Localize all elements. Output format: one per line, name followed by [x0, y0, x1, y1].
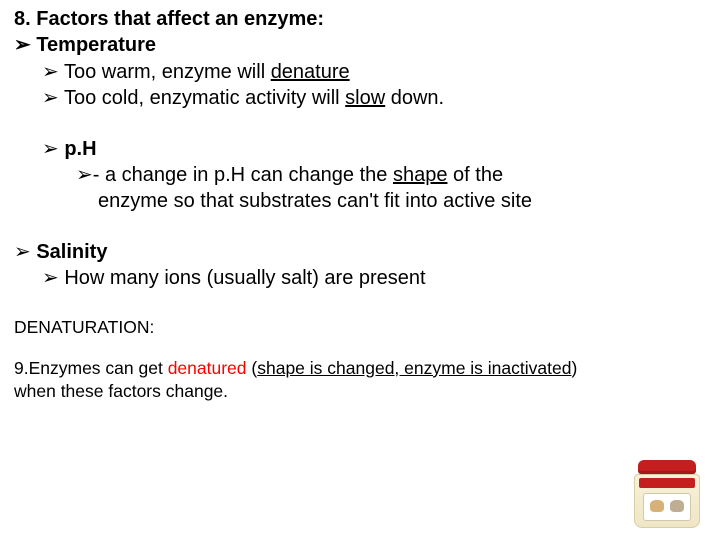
heading-factors: 8. Factors that affect an enzyme: — [14, 6, 706, 32]
spacer — [14, 292, 706, 316]
text-temp-cold-a: Too cold, enzymatic activity will — [64, 87, 345, 109]
text-denature-underlined: denature — [271, 61, 350, 83]
arrow-bullet-icon: ➢ — [42, 138, 59, 160]
text-nine-c: ) — [571, 358, 577, 378]
arrow-bullet-icon: ➢ — [42, 61, 59, 83]
arrow-bullet-icon: ➢ — [42, 87, 59, 109]
bullet-temp-warm: ➢ Too warm, enzyme will denature — [14, 59, 706, 85]
jar-label-strip — [639, 478, 695, 488]
text-temp-cold-b: down. — [385, 87, 444, 109]
jar-body-icon — [634, 474, 700, 528]
spacer — [14, 112, 706, 136]
bullet-temperature: ➢ Temperature — [14, 32, 706, 58]
text-nine-b: ( — [247, 358, 258, 378]
jar-lid-icon — [638, 460, 696, 474]
bullet-salinity-sub: ➢ How many ions (usually salt) are prese… — [14, 265, 706, 291]
arrow-bullet-icon: ➢ — [14, 34, 31, 56]
spacer — [14, 215, 706, 239]
text-nine-underlined: shape is changed, enzyme is inactivated — [257, 358, 571, 378]
point-nine-line2: when these factors change. — [14, 380, 706, 403]
text-ph-a: - a change in p.H can change the — [93, 164, 393, 186]
text-salinity-sub: How many ions (usually salt) are present — [64, 267, 425, 289]
text-shape-underlined: shape — [393, 164, 448, 186]
arrow-bullet-icon: ➢ — [14, 241, 31, 263]
jar-label-picture — [643, 493, 691, 521]
heading-denaturation: DENATURATION: — [14, 316, 706, 339]
label-temperature: Temperature — [36, 34, 156, 56]
label-salinity: Salinity — [36, 241, 107, 263]
spacer — [14, 339, 706, 357]
arrow-bullet-icon: ➢ — [42, 267, 59, 289]
enzyme-jar-image — [632, 460, 702, 530]
label-ph: p.H — [64, 138, 96, 160]
bullet-temp-cold: ➢ Too cold, enzymatic activity will slow… — [14, 85, 706, 111]
bullet-ph-sub: ➢- a change in p.H can change the shape … — [14, 162, 706, 188]
text-ph-b: of the — [447, 164, 503, 186]
bullet-ph: ➢ p.H — [14, 136, 706, 162]
text-ph-line2: enzyme so that substrates can't fit into… — [14, 188, 706, 214]
point-nine: 9.Enzymes can get denatured (shape is ch… — [14, 357, 706, 380]
text-temp-warm-a: Too warm, enzyme will — [64, 61, 271, 83]
arrow-bullet-icon: ➢ — [76, 164, 93, 186]
bullet-salinity: ➢ Salinity — [14, 239, 706, 265]
slide-body: 8. Factors that affect an enzyme: ➢ Temp… — [0, 0, 720, 540]
text-nine-a: 9.Enzymes can get — [14, 358, 168, 378]
text-denatured-red: denatured — [168, 358, 247, 378]
text-slow-underlined: slow — [345, 87, 385, 109]
